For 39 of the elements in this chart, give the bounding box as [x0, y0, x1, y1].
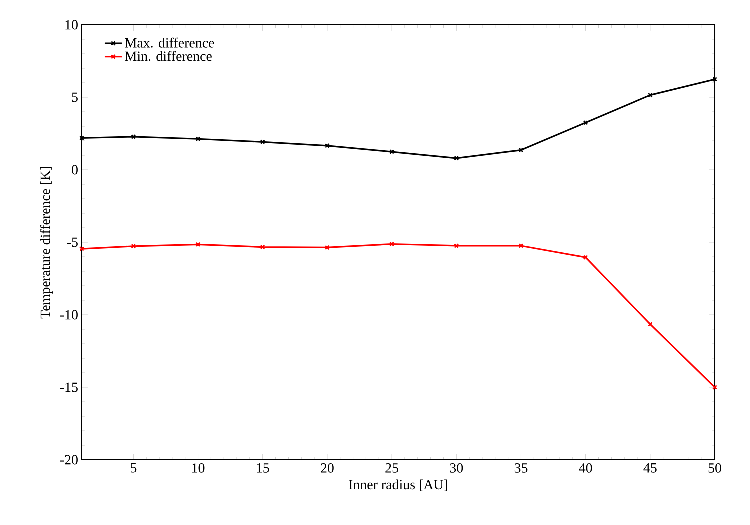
legend-label: Min. difference	[125, 51, 212, 62]
legend-label: Max. difference	[125, 38, 214, 48]
y-tick-label: 0	[72, 165, 78, 175]
point	[518, 148, 524, 153]
point	[131, 134, 136, 140]
x-tick-label: 45	[644, 464, 657, 473]
point	[196, 242, 201, 248]
point	[518, 244, 524, 248]
y-tick-label: 5	[72, 92, 78, 102]
point	[260, 140, 266, 145]
x-tick-label: 20	[321, 464, 334, 473]
x-tick-label: 25	[386, 464, 398, 473]
x-tick-label: 10	[192, 464, 205, 473]
y-tick-label: -5	[67, 238, 78, 248]
x-axis-title: Inner radius [AU]	[349, 480, 448, 492]
y-tick-label: -15	[60, 382, 78, 392]
point	[390, 150, 395, 154]
y-tick-label: -20	[60, 455, 78, 465]
point	[583, 120, 588, 126]
point	[454, 156, 460, 161]
x-tick-label: 15	[257, 464, 270, 473]
point	[648, 92, 653, 98]
point	[390, 242, 395, 247]
point	[260, 244, 266, 250]
point	[583, 255, 588, 260]
point	[131, 244, 136, 249]
y-tick-label: -10	[60, 310, 78, 320]
x-tick-label: 5	[131, 464, 137, 473]
point	[196, 136, 201, 142]
y-tick-label: 10	[66, 20, 78, 30]
point	[648, 322, 653, 327]
x-tick-label: 30	[450, 464, 464, 473]
y-axis-title: Temperature difference [K]	[40, 167, 54, 319]
x-tick-label: 35	[514, 464, 528, 473]
point	[454, 244, 460, 248]
x-tick-label: 40	[579, 464, 592, 473]
point	[324, 245, 330, 250]
point	[324, 143, 330, 148]
x-tick-label: 50	[708, 464, 722, 473]
